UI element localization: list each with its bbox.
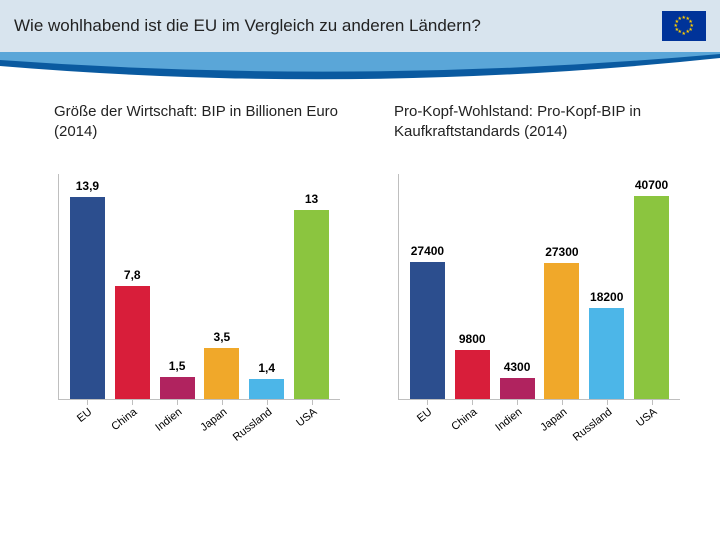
- x-tick: Indien: [154, 400, 199, 444]
- x-tick-label: Indien: [153, 406, 184, 434]
- chart-left-area: 13,9 7,8 1,5 3,5 1,4 13 EU China Indien Japan Rus…: [38, 174, 350, 444]
- bar: 1,5: [160, 377, 195, 399]
- tick-mark: [517, 400, 518, 405]
- bar-value-label: 7,8: [124, 268, 141, 282]
- bar-value-label: 3,5: [214, 330, 231, 344]
- bar-value-label: 18200: [590, 290, 623, 304]
- bar: 1,4: [249, 379, 284, 399]
- x-tick-label: USA: [634, 406, 659, 429]
- chart-left-plot: 13,9 7,8 1,5 3,5 1,4 13: [58, 174, 340, 400]
- bar-slot: 3,5: [199, 174, 244, 399]
- chart-right-xaxis: EU China Indien Japan RusslandUSA: [398, 400, 680, 444]
- x-tick: Russland: [244, 400, 289, 444]
- tick-mark: [267, 400, 268, 405]
- bar-slot: 1,5: [155, 174, 200, 399]
- bar-value-label: 1,4: [258, 361, 275, 375]
- bar-slot: 4300: [495, 174, 540, 399]
- eu-star-icon: ★: [682, 32, 686, 37]
- tick-mark: [472, 400, 473, 405]
- x-tick-label: Indien: [493, 406, 524, 434]
- x-tick-label: Japan: [198, 406, 229, 434]
- chart-right-title: Pro-Kopf-Wohlstand: Pro-Kopf-BIP in Kauf…: [370, 102, 690, 174]
- charts-container: Größe der Wirtschaft: BIP in Billionen E…: [0, 92, 720, 444]
- swoosh-decoration: [0, 52, 720, 92]
- bar-value-label: 4300: [504, 360, 531, 374]
- x-tick-label: Japan: [538, 406, 569, 434]
- bar-slot: 9800: [450, 174, 495, 399]
- x-tick: USA: [629, 400, 674, 444]
- bar: 27300: [544, 263, 579, 400]
- chart-left: Größe der Wirtschaft: BIP in Billionen E…: [30, 102, 350, 444]
- bar-slot: 13,9: [65, 174, 110, 399]
- chart-left-xaxis: EU China Indien Japan RusslandUSA: [58, 400, 340, 444]
- bar: 40700: [634, 196, 669, 400]
- x-tick: USA: [289, 400, 334, 444]
- eu-star-icon: ★: [686, 30, 690, 35]
- eu-flag-icon: ★★★★★★★★★★★★: [662, 11, 706, 41]
- tick-mark: [607, 400, 608, 405]
- bar-slot: 13: [289, 174, 334, 399]
- bar: 13: [294, 210, 329, 399]
- eu-star-icon: ★: [678, 17, 682, 22]
- tick-mark: [427, 400, 428, 405]
- bar: 13,9: [70, 197, 105, 399]
- chart-left-title: Größe der Wirtschaft: BIP in Billionen E…: [30, 102, 350, 174]
- bar: 4300: [500, 378, 535, 400]
- chart-right-bars: 27400 9800 4300 27300 18200 40700: [399, 174, 680, 399]
- chart-right-area: 27400 9800 4300 27300 18200 40700 EU China Indi…: [378, 174, 690, 444]
- eu-flag-stars: ★★★★★★★★★★★★: [674, 16, 694, 36]
- tick-mark: [652, 400, 653, 405]
- bar-value-label: 1,5: [169, 359, 186, 373]
- x-tick: Indien: [494, 400, 539, 444]
- bar-value-label: 13,9: [76, 179, 99, 193]
- x-tick: EU: [64, 400, 109, 444]
- chart-left-bars: 13,9 7,8 1,5 3,5 1,4 13: [59, 174, 340, 399]
- page-title: Wie wohlhabend ist die EU im Vergleich z…: [14, 16, 662, 36]
- chart-right: Pro-Kopf-Wohlstand: Pro-Kopf-BIP in Kauf…: [370, 102, 690, 444]
- bar-value-label: 13: [305, 192, 318, 206]
- tick-mark: [562, 400, 563, 405]
- x-tick: EU: [404, 400, 449, 444]
- bar-value-label: 27300: [545, 245, 578, 259]
- tick-mark: [312, 400, 313, 405]
- tick-mark: [177, 400, 178, 405]
- bar-slot: 1,4: [244, 174, 289, 399]
- header-bar: Wie wohlhabend ist die EU im Vergleich z…: [0, 0, 720, 52]
- x-tick: China: [449, 400, 494, 444]
- bar: 18200: [589, 308, 624, 399]
- bar-slot: 18200: [584, 174, 629, 399]
- x-tick-label: EU: [414, 406, 433, 425]
- tick-mark: [222, 400, 223, 405]
- bar: 27400: [410, 262, 445, 399]
- bar: 3,5: [204, 348, 239, 399]
- bar-slot: 7,8: [110, 174, 155, 399]
- bar-slot: 27300: [539, 174, 584, 399]
- bar-value-label: 27400: [411, 244, 444, 258]
- x-tick-label: EU: [74, 406, 93, 425]
- bar-slot: 40700: [629, 174, 674, 399]
- bar: 9800: [455, 350, 490, 399]
- x-tick: Russland: [584, 400, 629, 444]
- chart-right-plot: 27400 9800 4300 27300 18200 40700: [398, 174, 680, 400]
- tick-mark: [132, 400, 133, 405]
- bar-value-label: 9800: [459, 332, 486, 346]
- x-tick-label: China: [109, 406, 139, 433]
- bar-value-label: 40700: [635, 178, 668, 192]
- x-tick-label: China: [449, 406, 479, 433]
- tick-mark: [87, 400, 88, 405]
- x-tick: China: [109, 400, 154, 444]
- bar: 7,8: [115, 286, 150, 399]
- bar-slot: 27400: [405, 174, 450, 399]
- x-tick-label: USA: [294, 406, 319, 429]
